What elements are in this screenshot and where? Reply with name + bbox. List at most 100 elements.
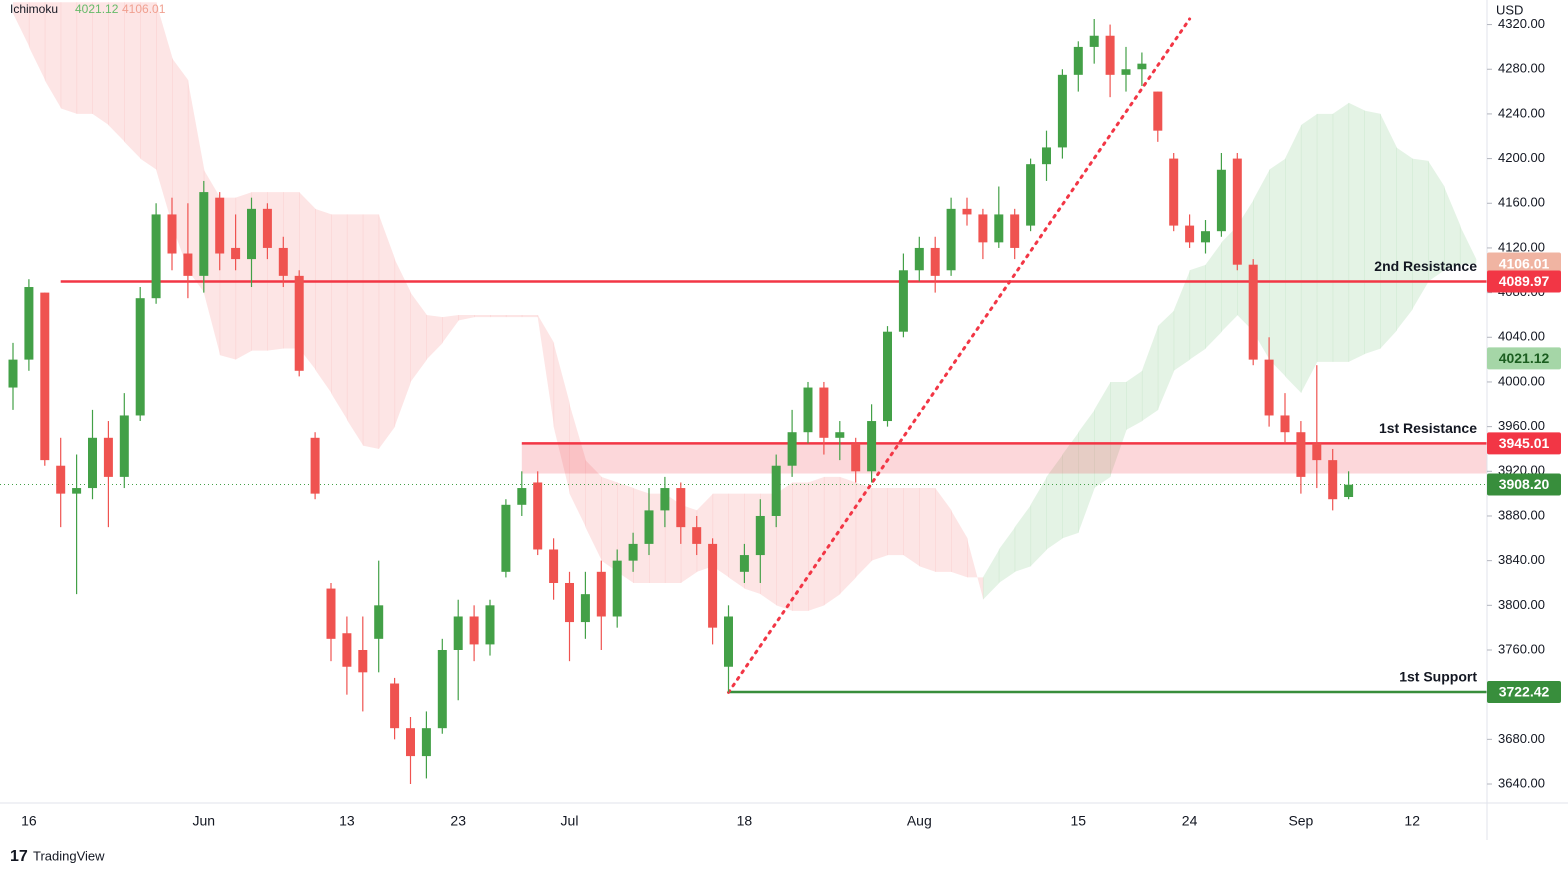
candle-body [549,549,559,583]
price-badge [1487,680,1561,703]
footer: TradingView [33,848,105,863]
candle-body [8,359,18,388]
candle-body [628,543,638,561]
candle-body [1328,460,1338,500]
x-tick-label: 16 [21,813,37,829]
candle-body [1057,74,1067,148]
candle-body [1264,359,1274,416]
candle-body [1042,147,1051,165]
candle-body [453,616,463,650]
cloud-segment [1380,113,1397,349]
x-tick-label: Jul [561,813,579,829]
cloud-segment [1285,125,1302,394]
candle-body [199,192,209,276]
x-tick-label: Sep [1288,813,1313,829]
cloud-segment [935,488,952,572]
candle-body [755,515,765,556]
cloud-segment [998,527,1016,583]
y-tick-label: 3960.00 [1498,418,1545,433]
candle-body [644,510,654,544]
cloud-segment [362,214,380,449]
candle-body [1105,35,1115,75]
candle-body [294,275,304,371]
price-badge-label: 4106.01 [1499,255,1550,271]
cloud-segment [315,208,332,394]
cloud-segment [601,476,618,572]
indicator-value: 4021.12 [75,2,119,16]
candle-body [231,247,241,260]
cloud-segment [1110,381,1127,477]
cloud-segment [967,538,984,600]
cloud-segment [919,488,936,572]
price-badge-label: 3945.01 [1499,435,1550,451]
y-tick-label: 4000.00 [1498,373,1545,388]
price-badge [1487,270,1561,293]
candle-body [724,616,733,667]
candle-body [469,616,479,645]
candle-body [390,683,400,729]
candle-body [771,465,781,516]
cloud-segment [378,214,396,449]
cloud-segment [60,2,78,114]
price-badge-label: 4021.12 [1499,350,1550,366]
cloud-segment [553,342,570,494]
cloud-segment [331,214,348,420]
cloud-segment [569,404,586,528]
cloud-segment [1094,381,1111,489]
candle-body [135,298,145,416]
candle-body [24,287,34,360]
x-tick-label: 13 [339,813,355,829]
cloud-segment [1364,110,1381,355]
candle-body [151,214,161,299]
price-badge [1487,432,1561,455]
cloud-segment [474,314,491,318]
cloud-segment [792,482,809,611]
candle-body [1201,231,1210,243]
candle-body [215,197,225,254]
candle-body [580,594,590,623]
cloud-segment [1189,264,1206,360]
candle-body [1312,443,1322,461]
candle-body [1121,69,1131,75]
candle-body [40,292,50,461]
cloud-segment [1046,454,1063,550]
candle-body [946,208,956,271]
cloud-segment [394,259,411,427]
cloud-segment [1078,409,1095,533]
cloud-segment [92,2,109,126]
candle-body [1153,91,1163,131]
cloud-segment [44,2,62,109]
y-tick-label: 4160.00 [1498,195,1545,210]
candle-body [1248,264,1258,360]
candle-body [533,482,543,550]
cloud-segment [903,488,920,567]
candle-body [787,432,797,466]
candle-body [421,728,431,757]
candle-body [1280,415,1290,433]
cloud-segment [887,488,904,556]
y-tick-label: 4240.00 [1498,105,1545,120]
price-badge-label: 3722.42 [1499,684,1550,700]
cloud-segment [458,314,475,321]
candle-body [708,543,718,628]
cloud-segment [76,2,93,114]
candle-body [406,728,415,757]
y-tick-label: 3840.00 [1498,552,1545,567]
x-tick-label: 15 [1071,813,1087,829]
candle-body [342,633,352,667]
y-tick-label: 4200.00 [1498,150,1545,165]
cloud-segment [1348,102,1365,362]
cloud-segment [156,2,173,226]
candle-body [1169,158,1179,226]
cloud-segment [505,314,523,318]
candle-body [994,214,1004,243]
plot-area [0,2,1487,785]
cloud-segment [1269,158,1286,377]
cloud-segment [839,476,857,595]
candle-body [374,605,384,639]
x-tick-label: Aug [907,813,932,829]
candle-body [565,582,574,623]
cloud-segment [442,314,459,343]
cloud-segment [537,314,555,427]
